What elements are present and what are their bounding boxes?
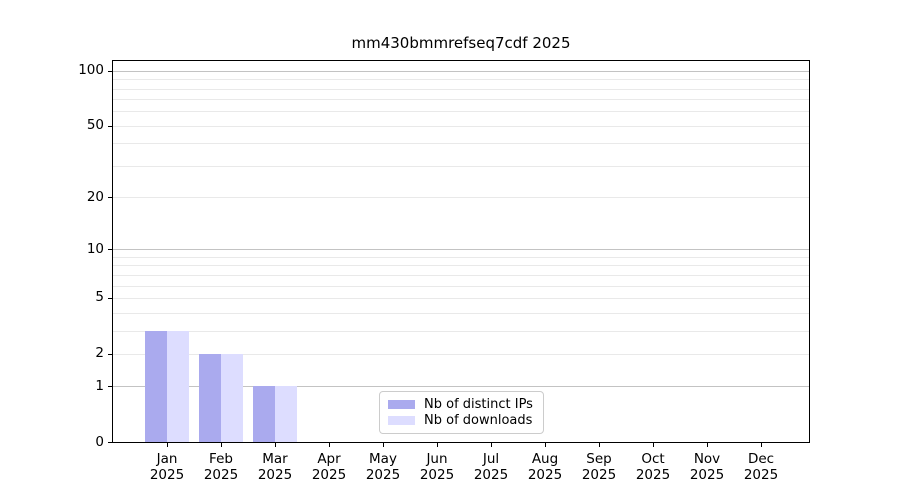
x-tickmark — [275, 443, 276, 447]
y-tick-label: 50 — [86, 117, 104, 134]
x-tick-label-month: Jan — [156, 451, 178, 467]
x-tick-label: Aug 2025 — [517, 451, 573, 483]
y-tickmark — [108, 70, 112, 72]
y-gridline-minor — [113, 197, 809, 199]
x-tick-label-month: May — [369, 451, 397, 467]
legend-label-downloads: Nb of downloads — [424, 413, 533, 429]
y-tickmark — [108, 297, 112, 299]
x-tick-label-year: 2025 — [473, 467, 509, 483]
y-tick-label: 10 — [86, 240, 104, 257]
y-gridline-minor — [113, 353, 809, 355]
x-tick-label-month: Nov — [693, 451, 721, 467]
x-tickmark — [167, 443, 168, 447]
y-tick-label: 100 — [78, 62, 104, 79]
x-tick-label-year: 2025 — [635, 467, 671, 483]
x-tick-label-month: Feb — [209, 451, 233, 467]
x-tick-label-year: 2025 — [149, 467, 185, 483]
y-tick-label: 20 — [86, 188, 104, 205]
x-tick-label: Mar 2025 — [247, 451, 303, 483]
legend-swatch-distinct-ips — [388, 399, 415, 409]
x-tick-label-month: Dec — [747, 451, 775, 467]
x-tickmark — [653, 443, 654, 447]
bar-downloads — [275, 386, 297, 442]
y-gridline-minor — [113, 111, 809, 113]
y-tickmark — [108, 249, 112, 251]
x-tickmark — [437, 443, 438, 447]
x-tick-label-year: 2025 — [689, 467, 725, 483]
y-gridline-minor — [113, 330, 809, 332]
y-gridline-minor — [113, 285, 809, 287]
y-gridline-minor — [113, 79, 809, 81]
x-tick-label-year: 2025 — [257, 467, 293, 483]
legend-label-distinct-ips: Nb of distinct IPs — [424, 396, 533, 412]
x-tickmark — [545, 443, 546, 447]
x-tick-label-month: Mar — [262, 451, 288, 467]
y-tickmark — [108, 125, 112, 127]
y-gridline-minor — [113, 297, 809, 299]
y-tick-label: 0 — [95, 433, 104, 450]
y-gridline-major — [113, 386, 809, 388]
x-tick-label: Apr 2025 — [301, 451, 357, 483]
bar-downloads — [167, 330, 189, 442]
x-tickmark — [761, 443, 762, 447]
x-tick-label-month: Jul — [482, 451, 500, 467]
x-tick-label: Oct 2025 — [625, 451, 681, 483]
x-tick-label: Feb 2025 — [193, 451, 249, 483]
x-tickmark — [491, 443, 492, 447]
x-tickmark — [707, 443, 708, 447]
x-tick-label-month: Sep — [586, 451, 612, 467]
bar-distinct-ips — [253, 386, 275, 442]
x-tick-label-year: 2025 — [311, 467, 347, 483]
x-tick-label: Jul 2025 — [463, 451, 519, 483]
y-gridline-minor — [113, 88, 809, 90]
x-tick-label: Jan 2025 — [139, 451, 195, 483]
y-tick-label: 1 — [95, 377, 104, 394]
y-gridline-minor — [113, 165, 809, 167]
x-tick-label-month: Jun — [426, 451, 448, 467]
y-tickmark — [108, 353, 112, 355]
y-tickmark — [108, 442, 112, 443]
x-tick-label-year: 2025 — [527, 467, 563, 483]
y-gridline-minor — [113, 312, 809, 314]
x-tickmark — [221, 443, 222, 447]
y-tick-label: 2 — [95, 345, 104, 362]
y-tickmark — [108, 386, 112, 388]
x-tick-label-year: 2025 — [203, 467, 239, 483]
y-gridline-major — [113, 249, 809, 251]
y-gridline-minor — [113, 256, 809, 258]
x-tick-label: Sep 2025 — [571, 451, 627, 483]
y-gridline-minor — [113, 99, 809, 101]
x-tick-label-month: Apr — [317, 451, 341, 467]
x-tick-label-year: 2025 — [743, 467, 779, 483]
y-gridline-minor — [113, 274, 809, 276]
x-tick-label: May 2025 — [355, 451, 411, 483]
y-gridline-minor — [113, 265, 809, 267]
y-gridline-minor — [113, 143, 809, 145]
chart-title: mm430bmmrefseq7cdf 2025 — [351, 34, 571, 52]
x-tickmark — [383, 443, 384, 447]
x-tick-label: Dec 2025 — [733, 451, 789, 483]
x-tick-label-month: Aug — [531, 451, 559, 467]
legend: Nb of distinct IPs Nb of downloads — [379, 391, 544, 434]
x-tick-label-year: 2025 — [365, 467, 401, 483]
y-tick-label: 5 — [95, 289, 104, 306]
x-tick-label: Nov 2025 — [679, 451, 735, 483]
bar-downloads — [221, 353, 243, 442]
y-gridline-minor — [113, 125, 809, 127]
legend-item-distinct-ips: Nb of distinct IPs — [388, 396, 535, 413]
x-tickmark — [599, 443, 600, 447]
x-tick-label-month: Oct — [641, 451, 665, 467]
bar-distinct-ips — [199, 353, 221, 442]
x-tick-label: Jun 2025 — [409, 451, 465, 483]
x-tick-label-year: 2025 — [419, 467, 455, 483]
y-tickmark — [108, 197, 112, 199]
x-tick-label-year: 2025 — [581, 467, 617, 483]
x-tickmark — [329, 443, 330, 447]
legend-item-downloads: Nb of downloads — [388, 413, 535, 430]
bar-distinct-ips — [145, 330, 167, 442]
y-gridline-major — [113, 70, 809, 72]
legend-swatch-downloads — [388, 416, 415, 426]
plot-area: Nb of distinct IPs Nb of downloads — [108, 60, 810, 447]
